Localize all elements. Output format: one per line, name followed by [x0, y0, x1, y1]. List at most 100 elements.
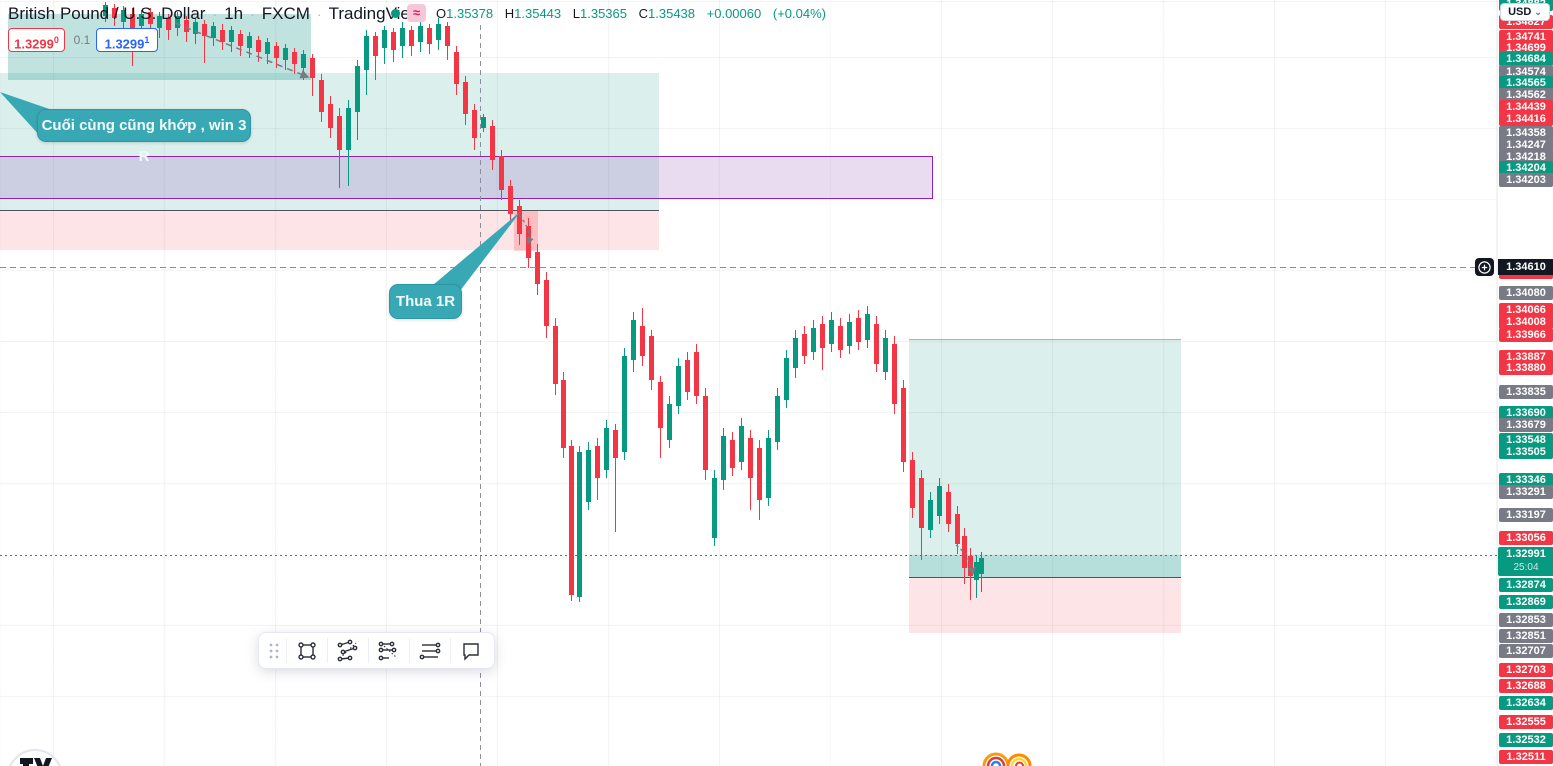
- price-label: 1.34358: [1499, 126, 1553, 140]
- price-label: 1.34080: [1499, 286, 1553, 300]
- low-value: 1.35365: [580, 6, 627, 21]
- change-value: +0.00060: [706, 6, 762, 21]
- title-separator: ·: [212, 6, 218, 22]
- dashed-trendline[interactable]: [174, 22, 310, 79]
- crosshair-horizontal-line: [0, 267, 1477, 268]
- zones-layer: [0, 14, 1181, 633]
- buy-button[interactable]: 1.32991: [96, 28, 158, 52]
- long-position-profit-box[interactable]: [909, 339, 1181, 555]
- current-price-label: 1.32991 25:04: [1498, 547, 1553, 576]
- low-label: L: [572, 6, 580, 21]
- price-label: 1.34699: [1499, 41, 1553, 55]
- price-label: 1.34439: [1499, 100, 1553, 114]
- demand-pink-zone[interactable]: [0, 211, 659, 250]
- toolbar-divider: [286, 638, 287, 663]
- price-label: 1.32874: [1499, 578, 1553, 592]
- toolbar-divider: [368, 638, 369, 663]
- ohlc-row: O1.35378 H1.35443 L1.35365 C1.35438 +0.0…: [436, 6, 826, 21]
- price-label: 1.34203: [1499, 173, 1553, 187]
- price-label: 1.34574: [1499, 65, 1553, 79]
- toolbar-drag-handle-icon[interactable]: [262, 641, 286, 661]
- price-label: 1.32851: [1499, 629, 1553, 643]
- drawings-overlay: [174, 22, 976, 576]
- parallel-lines-button[interactable]: [410, 635, 450, 666]
- price-label: 1.32532: [1499, 733, 1553, 747]
- crosshair-vertical-line: [480, 25, 481, 766]
- buy-price: 1.3299: [104, 36, 145, 52]
- price-label: 1.32707: [1499, 644, 1553, 658]
- open-value: 1.35378: [446, 6, 494, 21]
- platform-label: TradingView: [328, 4, 423, 23]
- purple-zone[interactable]: [0, 156, 933, 199]
- current-price-value: 1.32991: [1506, 548, 1546, 560]
- market-status-dot-icon[interactable]: [391, 9, 400, 18]
- sticker-icon[interactable]: [982, 750, 1034, 766]
- sell-button[interactable]: 1.32990: [8, 28, 65, 52]
- rectangle-tool-button[interactable]: [287, 635, 327, 666]
- supply-zone-main[interactable]: [0, 73, 659, 211]
- price-label: 1.33966: [1499, 328, 1553, 342]
- tradingview-logo-icon[interactable]: [4, 746, 74, 766]
- bar-countdown: 25:04: [1513, 562, 1539, 573]
- high-value: 1.35443: [514, 6, 562, 21]
- trend-lines-a-button[interactable]: [328, 635, 368, 666]
- change-percent: (+0.04%): [772, 6, 826, 21]
- price-label: 1.34247: [1499, 138, 1553, 152]
- price-scale[interactable]: 1.348821.348271.347411.346991.346841.345…: [1497, 0, 1553, 766]
- symbol-title[interactable]: British Pound / U.S. Dollar · 1h · FXCM · Trad…: [8, 4, 422, 24]
- price-label: 1.32688: [1499, 679, 1553, 693]
- price-label: 1.33197: [1499, 508, 1553, 522]
- price-label: 1.34565: [1499, 76, 1553, 90]
- note-bubble-win-label: Cuối cùng cũng khớp , win 3 R: [41, 117, 247, 165]
- currency-selector-button[interactable]: USD ⌄: [1500, 3, 1550, 21]
- sell-price-sup: 0: [53, 35, 59, 45]
- price-label: 1.32703: [1499, 663, 1553, 677]
- trend-lines-a-icon: [337, 639, 358, 661]
- comment-bubble-icon: [463, 642, 479, 661]
- price-label: 1.32869: [1499, 595, 1553, 609]
- currency-label: USD: [1508, 6, 1532, 18]
- delayed-data-badge-icon[interactable]: ≈: [407, 4, 426, 22]
- price-label: 1.34204: [1499, 161, 1553, 175]
- toolbar-divider: [409, 638, 410, 663]
- chart-canvas[interactable]: Cuối cùng cũng khớp , win 3 R Thua 1R Br…: [0, 0, 1497, 766]
- price-label: 1.34741: [1499, 30, 1553, 44]
- price-label: 1.33880: [1499, 361, 1553, 375]
- price-label: 1.32634: [1499, 696, 1553, 710]
- interval-label[interactable]: 1h: [224, 4, 244, 23]
- note-bubble-win[interactable]: Cuối cùng cũng khớp , win 3 R: [37, 109, 251, 165]
- note-bubble-loss-label: Thua 1R: [395, 293, 456, 310]
- candles-layer: [103, 2, 984, 602]
- parallel-lines-icon: [419, 642, 441, 659]
- price-label: 1.33056: [1499, 531, 1553, 545]
- trend-lines-b-icon: [378, 641, 398, 660]
- price-label: 1.32853: [1499, 613, 1553, 627]
- price-label: 1.33548: [1499, 433, 1553, 447]
- title-separator: ·: [316, 6, 322, 22]
- symbol-name[interactable]: British Pound / U.S. Dollar: [8, 4, 206, 23]
- title-separator: ·: [250, 6, 255, 22]
- open-label: O: [436, 6, 447, 21]
- close-value: 1.35438: [648, 6, 696, 21]
- long-position-loss-box[interactable]: [909, 578, 1181, 633]
- price-label: 1.33679: [1499, 418, 1553, 432]
- current-price-line: [0, 555, 1497, 556]
- note-bubble-loss[interactable]: Thua 1R: [389, 284, 462, 319]
- close-label: C: [638, 6, 649, 21]
- chevron-down-icon: ⌄: [1534, 6, 1542, 17]
- entry-arrow-2[interactable]: [955, 544, 976, 576]
- drawing-object-toolbar[interactable]: [258, 632, 495, 669]
- comment-tool-button[interactable]: [451, 635, 491, 666]
- plus-circle-icon: [1478, 260, 1491, 274]
- price-label: 1.34066: [1499, 303, 1553, 317]
- spread-value: 0.1: [73, 33, 91, 47]
- price-label: 1.34684: [1499, 52, 1553, 66]
- price-label: 1.32555: [1499, 715, 1553, 729]
- exchange-label[interactable]: FXCM: [261, 4, 310, 23]
- note-loss-tail: [427, 211, 521, 300]
- add-alert-plus-button[interactable]: [1475, 258, 1494, 276]
- price-label: 1.33887: [1499, 350, 1553, 364]
- trend-lines-b-button[interactable]: [369, 635, 409, 666]
- price-label: 1.33291: [1499, 485, 1553, 499]
